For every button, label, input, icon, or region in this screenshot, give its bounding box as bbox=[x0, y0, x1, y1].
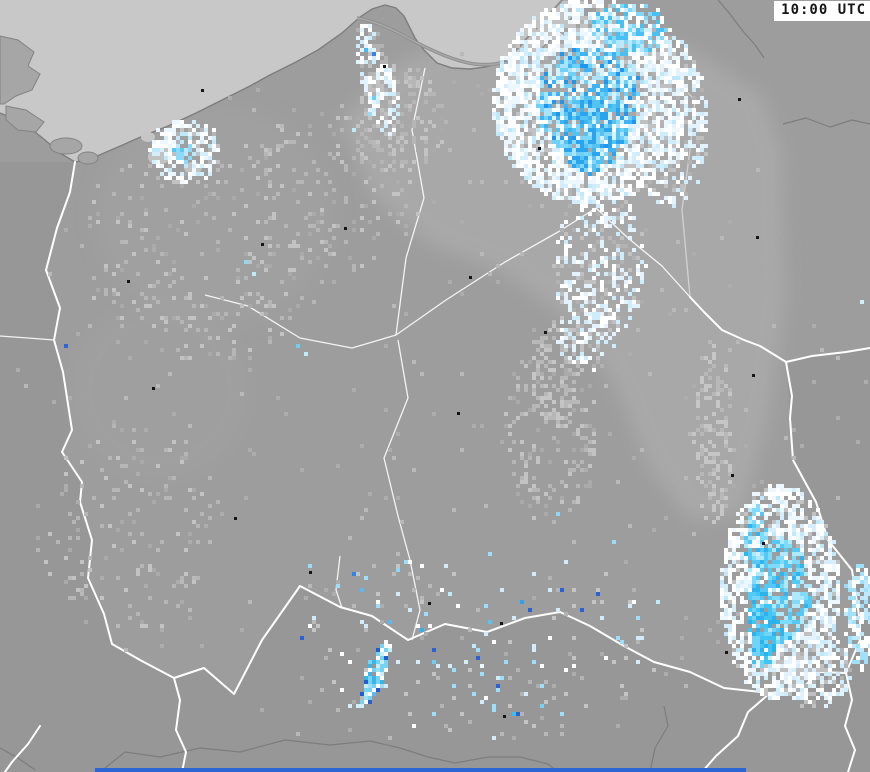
timestamp-badge: 10:00 UTC bbox=[774, 1, 870, 21]
city-dot bbox=[261, 243, 264, 246]
city-dot bbox=[756, 236, 759, 239]
city-dot bbox=[544, 331, 547, 334]
city-dot bbox=[383, 65, 386, 68]
city-dot bbox=[538, 147, 541, 150]
city-dot bbox=[457, 412, 460, 415]
city-dot bbox=[201, 89, 204, 92]
city-dot bbox=[500, 622, 503, 625]
city-dot bbox=[344, 227, 347, 230]
city-dot bbox=[738, 98, 741, 101]
city-dot bbox=[752, 374, 755, 377]
timeline-progress-bar[interactable] bbox=[95, 768, 746, 772]
city-dot bbox=[234, 517, 237, 520]
city-dot bbox=[309, 571, 312, 574]
city-dot bbox=[762, 542, 765, 545]
city-dot bbox=[469, 276, 472, 279]
city-dot bbox=[428, 602, 431, 605]
city-dot bbox=[731, 474, 734, 477]
city-dot bbox=[127, 280, 130, 283]
city-dot bbox=[503, 715, 506, 718]
city-dot bbox=[725, 651, 728, 654]
city-dot bbox=[152, 387, 155, 390]
